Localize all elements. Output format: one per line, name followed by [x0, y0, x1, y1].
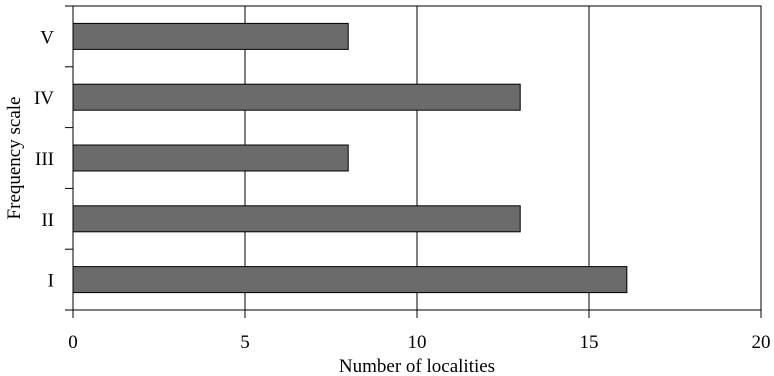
y-axis-title: Frequency scale: [4, 97, 25, 220]
bar: [72, 266, 628, 294]
x-ticks: 0 5 10 15 20: [68, 310, 771, 353]
y-tick-label: V: [40, 27, 54, 48]
bars: [72, 22, 628, 294]
bar: [72, 144, 349, 172]
x-tick-label: 10: [408, 332, 427, 353]
bar: [72, 83, 521, 111]
bar: [72, 205, 521, 233]
y-tick-label: III: [35, 149, 54, 170]
y-tick-label: IV: [34, 88, 54, 109]
x-tick-label: 20: [752, 332, 771, 353]
bar: [72, 22, 349, 50]
x-tick-label: 0: [68, 332, 78, 353]
x-axis-title: Number of localities: [339, 356, 495, 376]
y-tick-label: I: [48, 271, 54, 292]
x-tick-label: 15: [580, 332, 599, 353]
y-tick-label: II: [41, 210, 54, 231]
x-tick-label: 5: [240, 332, 250, 353]
